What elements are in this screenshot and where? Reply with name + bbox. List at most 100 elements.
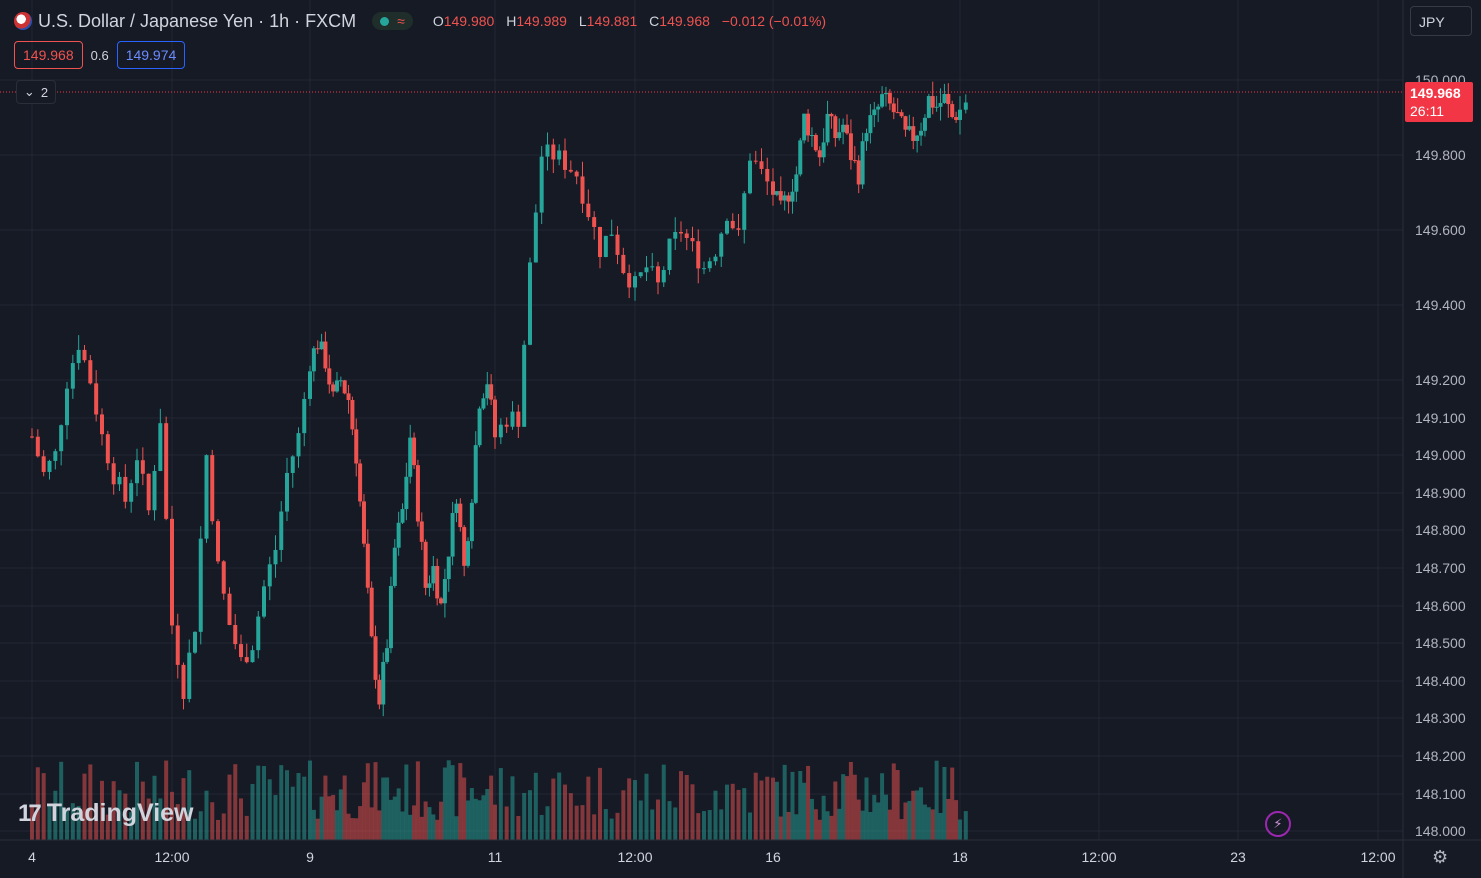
candle-body [837,132,842,139]
price-tick-label: 149.200 [1415,372,1466,388]
volume-bar [111,781,116,840]
price-tick-label: 148.500 [1415,635,1466,651]
volume-bar [633,780,637,840]
volume-bar [942,766,947,840]
gear-icon[interactable]: ⚙ [1432,847,1449,867]
volume-bar [319,796,324,840]
volume-bar [934,760,939,840]
market-status-pill[interactable]: ≈ [372,12,413,30]
candle-body [435,566,440,599]
candle-body [388,585,393,649]
volume-bar [963,811,968,840]
candle-body [907,126,912,130]
volume-bar [381,777,386,840]
candle-body [848,133,853,161]
volume-bar [771,777,775,840]
candle-body [790,191,795,202]
candle-body [308,371,312,399]
volume-bar [477,800,482,840]
candle-body [603,235,608,257]
buy-button[interactable]: 149.974 [116,41,186,69]
volume-bar [88,764,93,840]
candle-body [193,631,197,653]
volume-bar [661,764,666,840]
candle-body [919,130,924,136]
candle-body [551,144,556,160]
candle-body [158,423,163,471]
candle-body [719,233,724,257]
volume-bar [327,796,332,840]
candle-body [400,509,405,523]
price-tick-label: 148.000 [1415,823,1466,839]
indicators-toggle-button[interactable]: ⌄ 2 [16,80,56,104]
volume-bar [778,816,783,840]
candle-body [872,109,877,116]
candle-body [954,117,959,120]
candle-body [239,644,243,658]
volume-bar [774,781,779,840]
symbol-title[interactable]: U.S. Dollar / Japanese Yen · 1h · FXCM [38,10,357,31]
volume-bar [580,805,585,840]
lightning-icon[interactable]: ⚡ [1265,811,1291,837]
candle-body [47,460,52,472]
volume-bar [94,805,99,840]
candle-body [117,476,122,485]
volume-bar [377,810,382,840]
candle-body [427,583,432,588]
trade-quotes: 149.968 0.6 149.974 [14,41,186,69]
volume-bar [821,795,826,840]
volume-bar [210,802,215,840]
candle-body [829,113,834,117]
currency-button[interactable]: JPY [1410,6,1472,36]
candle-body [644,267,649,273]
volume-bar [887,809,892,840]
sell-button[interactable]: 149.968 [14,41,83,69]
candle-body [481,398,486,409]
volume-bar [615,812,620,840]
ohlc-values: O149.980 H149.989 L149.881 C149.968 −0.0… [432,13,827,29]
candle-body [210,455,215,522]
candle-body [338,380,343,382]
volume-bar [679,771,683,840]
volume-bar [369,807,374,840]
volume-bar [574,805,579,840]
volume-bar [516,815,521,840]
volume-bar [891,763,896,840]
volume-bar [279,765,284,840]
candle-body [930,96,935,108]
volume-bar [719,809,724,840]
candle-body [350,399,355,430]
candle-body [841,124,846,133]
last-price-label: 149.968 26:11 [1405,82,1473,122]
market-open-dot-icon [380,16,390,26]
volume-bar [346,813,351,840]
volume-bar [485,789,490,840]
price-tick-label: 148.200 [1415,748,1466,764]
candle-body [774,191,779,195]
volume-bar [181,778,186,840]
volume-bar [806,765,811,840]
spread-value: 0.6 [90,47,109,63]
volume-bar [586,776,591,840]
volume-bar [919,787,924,840]
candle-body [129,483,134,502]
volume-bar [342,775,347,840]
volume-bar [545,806,550,840]
candle-body [250,650,255,663]
candle-body [82,349,87,361]
candle-body [876,106,881,110]
candle-body [415,465,420,522]
tradingview-logo[interactable]: 17 TradingView [18,799,194,827]
volume-bar [528,790,532,840]
candle-body [958,109,962,120]
candle-body [946,94,951,105]
price-change: −0.012 (−0.01%) [721,13,827,29]
price-tick-label: 148.800 [1415,522,1466,538]
volume-bar [446,760,451,840]
volume-bar [557,772,562,840]
volume-bar [707,810,712,840]
price-tick-label: 148.700 [1415,560,1466,576]
candle-body [684,233,689,238]
volume-bar [473,798,478,840]
